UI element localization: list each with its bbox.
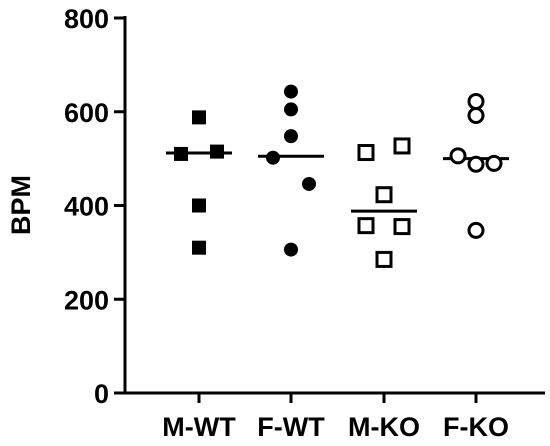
x-tick-label: M-WT [162, 412, 236, 442]
data-point [284, 242, 298, 257]
data-point [375, 250, 393, 268]
data-point [467, 155, 485, 173]
data-point [284, 129, 298, 144]
data-point [467, 107, 485, 124]
data-point [284, 102, 298, 117]
y-tick-label: 400 [64, 192, 109, 222]
data-points [174, 84, 503, 268]
data-point [192, 198, 206, 213]
y-tick-label: 600 [64, 98, 109, 128]
y-tick-label: 200 [64, 285, 109, 315]
data-point [467, 221, 485, 239]
data-point [302, 176, 316, 191]
data-point [393, 137, 411, 155]
data-point [357, 144, 375, 162]
data-point [393, 218, 411, 236]
y-tick-label: 800 [64, 4, 109, 34]
data-point [449, 147, 467, 165]
data-point [192, 240, 206, 255]
data-point [375, 186, 393, 204]
data-point [357, 217, 375, 235]
data-point [266, 150, 280, 165]
x-tick-label: F-WT [257, 412, 325, 442]
x-category-labels: M-WT F-WT M-KO F-KO [162, 393, 509, 442]
data-point [192, 110, 206, 125]
y-axis-title: BPM [6, 175, 36, 235]
data-point [174, 146, 188, 161]
data-point [284, 84, 298, 99]
y-tick-label: 0 [94, 379, 109, 409]
data-point [210, 144, 224, 159]
x-tick-label: F-KO [443, 412, 509, 442]
data-point [467, 92, 485, 110]
data-point [485, 154, 503, 172]
axes [123, 16, 545, 395]
x-tick-label: M-KO [348, 412, 420, 442]
y-ticks: 0 200 400 600 800 [64, 4, 125, 409]
